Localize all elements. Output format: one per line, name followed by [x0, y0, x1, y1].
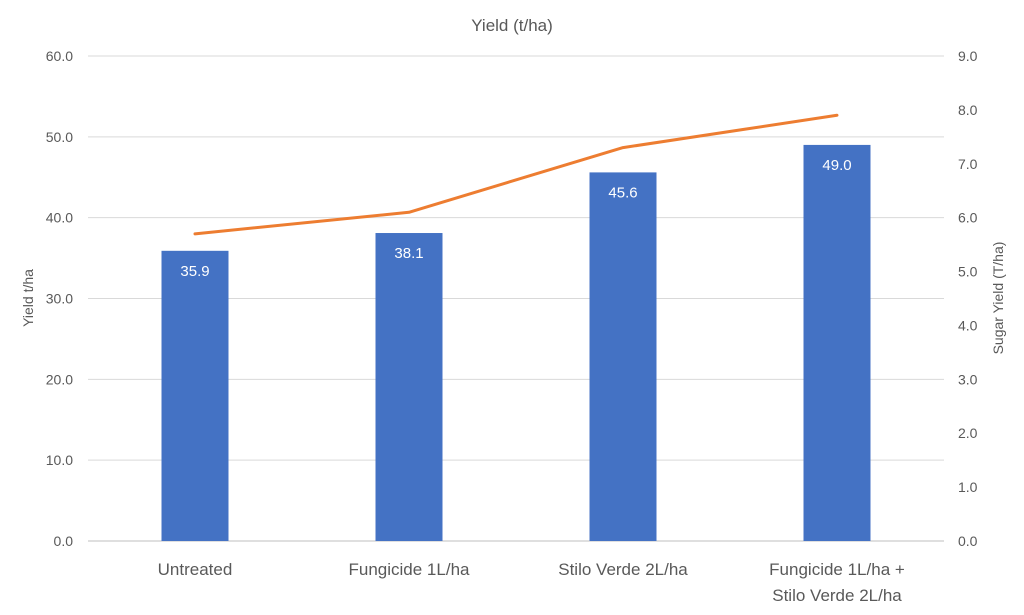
y2-tick-label: 1.0	[958, 479, 978, 495]
y2-tick-label: 0.0	[958, 533, 978, 549]
y2-axis-ticks: 0.0 1.0 2.0 3.0 4.0 5.0 6.0 7.0 8.0 9.0	[958, 48, 978, 549]
x-tick-label: Untreated	[158, 560, 233, 579]
y2-axis-label: Sugar Yield (T/ha)	[990, 242, 1006, 355]
x-axis-ticks: Untreated Fungicide 1L/ha Stilo Verde 2L/h…	[158, 560, 905, 605]
y-tick-label: 60.0	[46, 48, 73, 64]
bar	[589, 172, 657, 541]
chart-title: Yield (t/ha)	[471, 16, 553, 35]
y-tick-label: 20.0	[46, 371, 73, 387]
bar	[375, 233, 443, 541]
bar	[803, 144, 871, 541]
bar-data-label: 38.1	[394, 245, 423, 262]
bar-data-label: 49.0	[822, 157, 851, 174]
y-tick-label: 50.0	[46, 129, 73, 145]
y-tick-label: 40.0	[46, 210, 73, 226]
y2-tick-label: 4.0	[958, 317, 978, 333]
y2-tick-label: 9.0	[958, 48, 978, 64]
y-tick-label: 30.0	[46, 291, 73, 307]
y2-tick-label: 7.0	[958, 156, 978, 172]
sugar-yield-line	[193, 113, 839, 236]
bar-labels: 35.9 38.1 45.6 49.0	[180, 157, 851, 280]
x-tick-label: Stilo Verde 2L/ha	[558, 560, 688, 579]
y-axis-label: Yield t/ha	[20, 269, 36, 327]
y2-tick-label: 2.0	[958, 425, 978, 441]
bar	[161, 250, 229, 541]
y2-tick-label: 6.0	[958, 210, 978, 226]
x-tick-label: Fungicide 1L/ha + Stilo Verde 2L/ha	[769, 560, 905, 605]
line-series	[193, 113, 839, 236]
y-tick-label: 0.0	[54, 533, 74, 549]
y2-tick-label: 5.0	[958, 264, 978, 280]
bar-data-label: 45.6	[608, 184, 637, 201]
gridlines	[88, 55, 944, 542]
y-tick-label: 10.0	[46, 452, 73, 468]
bars	[161, 144, 871, 541]
y-axis-ticks: 0.0 10.0 20.0 30.0 40.0 50.0 60.0	[46, 48, 73, 549]
y2-tick-label: 3.0	[958, 371, 978, 387]
y2-tick-label: 8.0	[958, 102, 978, 118]
x-tick-label: Fungicide 1L/ha	[349, 560, 471, 579]
bar-data-label: 35.9	[180, 263, 209, 280]
